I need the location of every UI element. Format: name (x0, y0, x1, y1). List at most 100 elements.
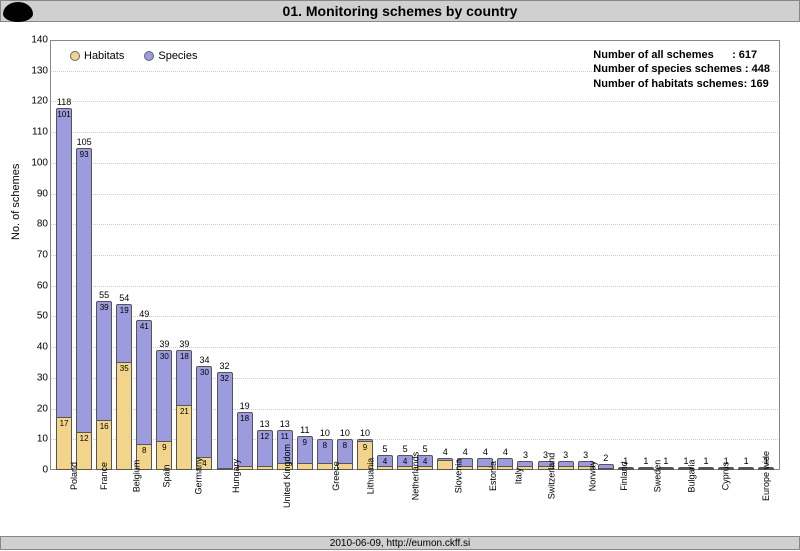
bar-total-label: 34 (199, 355, 209, 365)
bar: 3232 (217, 372, 233, 470)
legend-species: Species (144, 50, 197, 62)
bar-total-label: 4 (463, 447, 468, 457)
bar-group: 553916 (95, 301, 113, 470)
bar-total-label: 10 (360, 428, 370, 438)
bar-species-label: 4 (383, 457, 387, 466)
bar-habitats-segment (599, 468, 613, 469)
xlabel: Lithuania (365, 458, 375, 495)
bar-habitats-label: 16 (100, 422, 109, 431)
bar-total-label: 4 (483, 447, 488, 457)
xlabel: Belgium (131, 460, 141, 493)
xlabel: Estonia (488, 461, 498, 491)
ytick: 140 (18, 35, 48, 46)
bar-species-label: 19 (120, 306, 129, 315)
bar-habitats-segment (258, 466, 272, 469)
bar-total-label: 55 (99, 290, 109, 300)
bar-total-label: 10 (320, 428, 330, 438)
bar: 4 (437, 458, 453, 470)
bar-total-label: 54 (119, 293, 129, 303)
bar: 2 (598, 464, 614, 470)
bar-total-label: 2 (603, 453, 608, 463)
bar-habitats-segment (298, 463, 312, 469)
bar: 553916 (96, 301, 112, 470)
logo-icon (3, 2, 33, 22)
bar-group: 2 (597, 464, 615, 470)
bar: 4 (497, 458, 513, 470)
bar-total-label: 11 (300, 425, 309, 435)
xlabel: Netherlands (410, 452, 420, 501)
bar-species-label: 12 (260, 432, 269, 441)
ytick: 10 (18, 434, 48, 445)
bar-total-label: 39 (159, 339, 169, 349)
legend-swatch-habitats (70, 51, 80, 61)
bar-habitats-segment: 12 (77, 432, 91, 469)
bar: 11810117 (56, 108, 72, 470)
bar-species-label: 30 (200, 368, 209, 377)
bar-habitats-segment: 21 (177, 405, 191, 470)
bar-group: 54 (376, 455, 394, 470)
bar-group: 1059312 (75, 148, 93, 471)
xlabel: Bulgaria (687, 459, 697, 492)
bar-total-label: 3 (583, 450, 588, 460)
bar-group: 4 (496, 458, 514, 470)
ytick: 30 (18, 372, 48, 383)
bar-total-label: 1 (744, 456, 749, 466)
bar-total-label: 118 (57, 97, 71, 107)
bar: 1 (698, 467, 714, 470)
xlabel: Europe wide (761, 451, 771, 501)
bar-species-label: 93 (80, 150, 89, 159)
xlabel: Spain (161, 464, 171, 487)
ytick: 90 (18, 188, 48, 199)
bar: 54 (377, 455, 393, 470)
ytick: 50 (18, 311, 48, 322)
bar-habitats-segment (699, 468, 713, 469)
bar-total-label: 5 (403, 444, 408, 454)
footer: 2010-06-09, http://eumon.ckff.si (0, 536, 800, 550)
bar-group: 4 (436, 458, 454, 470)
bar-group: 3232 (216, 372, 234, 470)
bar-group: 1 (697, 467, 715, 470)
ytick: 100 (18, 157, 48, 168)
xlabel: Poland (69, 462, 79, 490)
bar-group: 3 (557, 461, 575, 470)
bar-species-label: 39 (100, 303, 109, 312)
xlabel: Sweden (652, 460, 662, 493)
bar-habitats-label: 9 (162, 443, 166, 452)
ytick: 60 (18, 280, 48, 291)
bar: 1312 (257, 430, 273, 470)
bar-species-label: 101 (57, 110, 70, 119)
bar-species-label: 11 (281, 432, 289, 441)
ytick: 80 (18, 219, 48, 230)
bar-group: 391821 (175, 350, 193, 470)
bar-total-label: 3 (523, 450, 528, 460)
xlabel: France (99, 462, 109, 490)
bar: 39309 (156, 350, 172, 470)
bar-group: 39309 (155, 350, 173, 470)
bar: 1 (738, 467, 754, 470)
bar-species-label: 8 (343, 441, 347, 450)
bar-habitats-segment (639, 468, 653, 469)
legend-species-label: Species (158, 50, 197, 62)
bar-habitats-segment (218, 468, 232, 469)
xlabel: Cyprus (720, 462, 730, 491)
xlabel: Switzerland (547, 453, 557, 500)
bar-group: 119 (296, 436, 314, 470)
legend-habitats: Habitats (70, 50, 124, 62)
ytick: 130 (18, 65, 48, 76)
bar-total-label: 4 (503, 447, 508, 457)
bar-total-label: 4 (443, 447, 448, 457)
bar-habitats-segment (739, 468, 753, 469)
bar-habitats-segment (559, 466, 573, 469)
bar: 541935 (116, 304, 132, 470)
bar-total-label: 1 (643, 456, 648, 466)
bar-total-label: 13 (260, 419, 270, 429)
bar-group: 541935 (115, 304, 133, 470)
xaxis-labels: PolandFranceBelgiumSpainGermanyHungaryUn… (50, 472, 780, 482)
bar-group: 34304 (195, 366, 213, 470)
bar: 3 (558, 461, 574, 470)
xlabel: Slovenia (454, 459, 464, 494)
bar-species-label: 9 (303, 438, 307, 447)
bar-species-label: 41 (140, 322, 149, 331)
ytick: 120 (18, 96, 48, 107)
ytick: 0 (18, 465, 48, 476)
